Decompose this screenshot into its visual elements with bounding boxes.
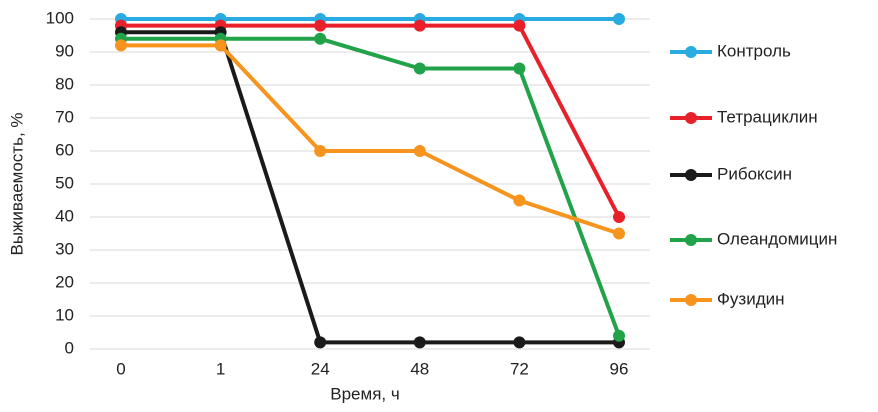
legend-label: Рибоксин [717,164,792,183]
data-point [513,336,526,349]
legend-label: Тетрациклин [717,107,818,126]
x-tick-label: 72 [510,359,529,378]
series-line [121,23,621,218]
data-point [613,211,625,223]
data-point [513,19,526,32]
x-axis-label: Время, ч [330,384,399,403]
data-point [314,145,327,157]
y-tick-label: 30 [55,239,74,258]
y-tick-label: 10 [55,305,74,324]
legend-marker [685,46,697,58]
data-point [613,13,625,25]
data-point [314,19,327,32]
x-tick-label: 48 [410,359,429,378]
legend-label: Фузидин [717,289,785,308]
legend-marker [685,169,697,181]
y-tick-label: 70 [55,107,74,126]
data-point [314,32,327,45]
y-tick-label: 80 [55,74,74,93]
data-point [413,62,426,75]
data-point [413,336,426,349]
data-point [613,329,625,342]
x-tick-label: 96 [610,359,629,378]
x-tick-label: 0 [116,359,125,378]
y-tick-label: 0 [65,338,74,357]
y-tick-label: 50 [55,173,74,192]
data-point [513,194,526,207]
data-point [513,62,526,75]
legend-marker [685,234,697,246]
series-line [121,43,620,236]
y-tick-label: 40 [55,206,74,225]
y-axis-label: Выживаемость, % [7,112,26,255]
data-point [314,336,327,349]
data-point [613,227,625,240]
y-tick-label: 90 [55,41,74,60]
legend-label: Олеандомицин [717,229,837,248]
data-point [115,39,127,52]
y-tick-label: 20 [55,272,74,291]
data-point [214,39,227,52]
legend-marker [685,294,697,306]
data-point [413,19,426,32]
series-line [121,36,621,337]
y-tick-label: 60 [55,140,74,159]
y-tick-label: 100 [46,8,74,27]
legend-marker [685,112,697,124]
legend-label: Контроль [717,41,791,60]
x-tick-label: 1 [216,359,225,378]
x-tick-label: 24 [311,359,330,378]
series-line [121,30,619,345]
data-point [413,145,426,157]
